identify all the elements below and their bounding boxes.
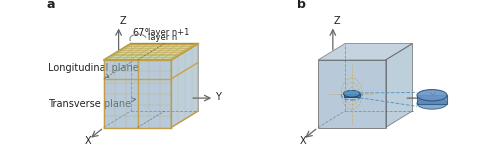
Text: X: X: [85, 136, 91, 146]
Ellipse shape: [344, 90, 360, 97]
Polygon shape: [104, 44, 198, 60]
Text: Y: Y: [429, 92, 435, 102]
Polygon shape: [417, 95, 447, 104]
Text: layer n: layer n: [148, 33, 177, 42]
Text: b: b: [297, 0, 306, 11]
Polygon shape: [318, 44, 412, 60]
Text: 67°: 67°: [133, 28, 150, 38]
Polygon shape: [104, 44, 198, 60]
Text: X: X: [299, 136, 306, 146]
Text: Z: Z: [334, 16, 340, 26]
Polygon shape: [171, 44, 198, 127]
Text: Z: Z: [120, 16, 126, 26]
Polygon shape: [104, 60, 171, 127]
Text: Longitudinal plane: Longitudinal plane: [48, 63, 139, 78]
Ellipse shape: [417, 98, 447, 109]
Polygon shape: [318, 60, 386, 127]
Polygon shape: [344, 94, 360, 97]
Ellipse shape: [417, 90, 447, 101]
Text: a: a: [47, 0, 55, 11]
Text: layer n+1: layer n+1: [148, 28, 189, 37]
Polygon shape: [386, 44, 412, 127]
Text: Y: Y: [215, 92, 221, 102]
Text: Transverse plane: Transverse plane: [48, 98, 136, 109]
